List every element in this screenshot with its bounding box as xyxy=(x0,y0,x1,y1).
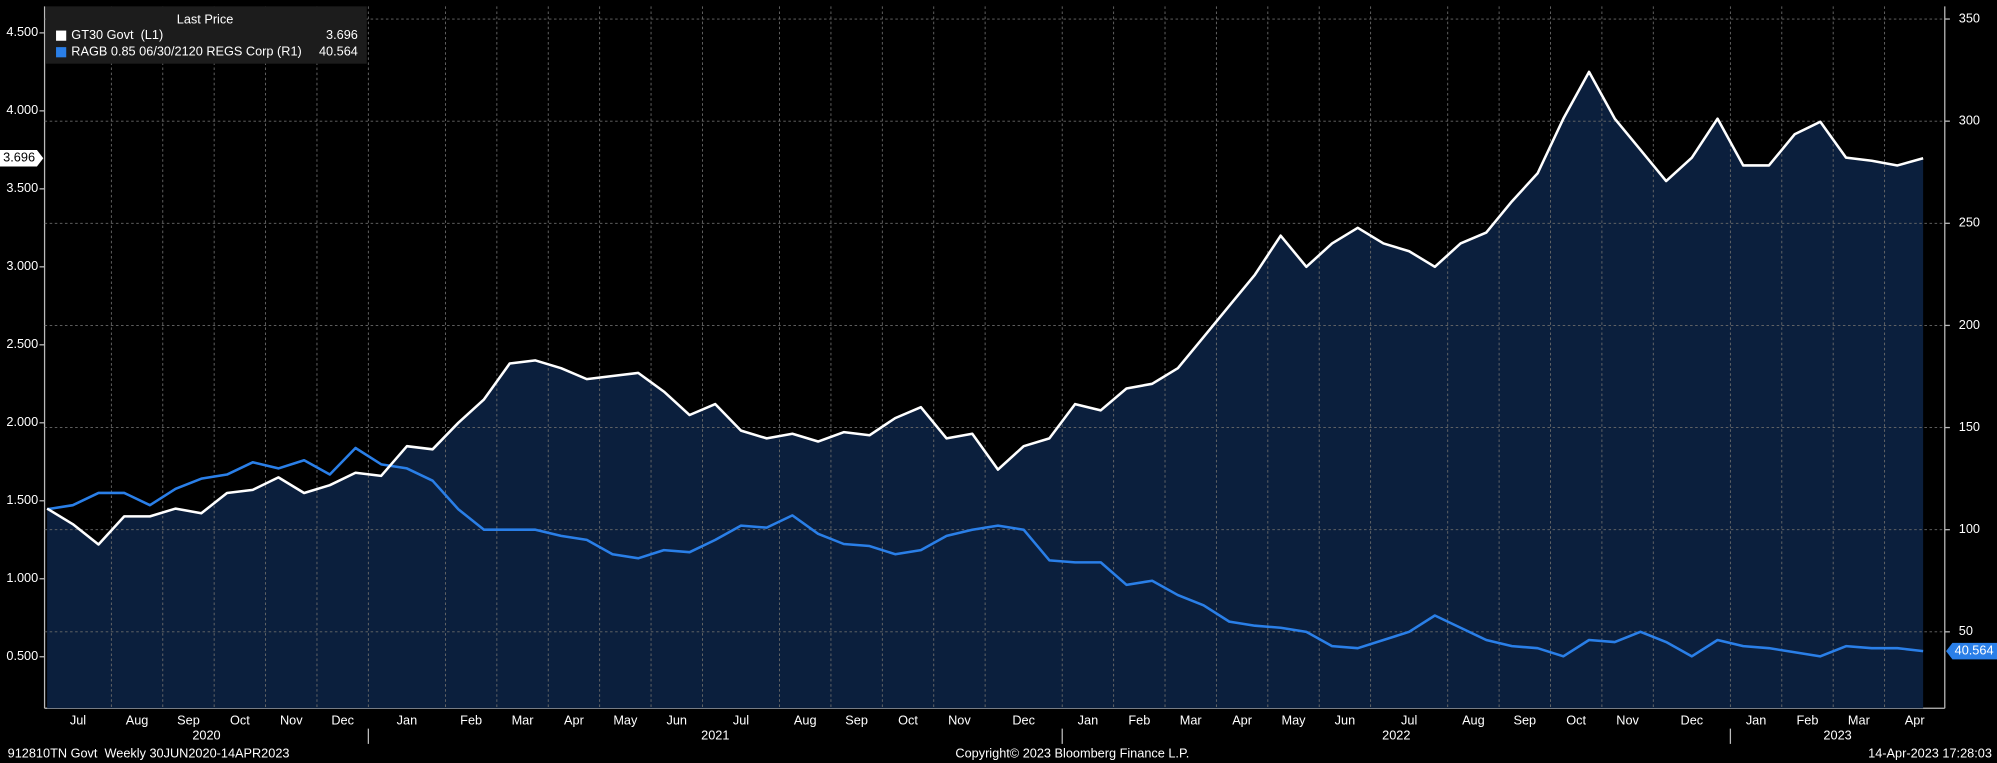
x-tick-label: Oct xyxy=(898,712,918,727)
legend-swatch xyxy=(56,47,67,58)
area xyxy=(47,71,1924,709)
x-tick-label: Dec xyxy=(1012,712,1035,727)
legend-value: 3.696 xyxy=(326,27,358,42)
year-label: 2020 xyxy=(192,728,220,743)
x-tick-label: Sep xyxy=(845,712,868,727)
legend-box xyxy=(45,6,367,64)
x-tick-label: Mar xyxy=(1180,712,1203,727)
y-tick-label: 4.500 xyxy=(6,24,38,39)
y2-tick-label: 200 xyxy=(1959,317,1980,332)
x-tick-label: Aug xyxy=(794,712,817,727)
series-line xyxy=(46,446,1924,658)
last-value-label: 40.564 xyxy=(1955,642,1994,657)
x-tick-label: Aug xyxy=(126,712,149,727)
y2-tick-label: 300 xyxy=(1959,113,1980,128)
x-tick-label: Oct xyxy=(230,712,250,727)
x-tick-label: Feb xyxy=(1128,712,1150,727)
y-tick-label: 2.000 xyxy=(6,414,38,429)
year-label: 2021 xyxy=(701,728,729,743)
x-tick-label: Nov xyxy=(280,712,303,727)
legend-title: Last Price xyxy=(177,12,234,27)
x-tick-label: Jun xyxy=(666,712,687,727)
x-tick-label: Nov xyxy=(948,712,971,727)
y-tick-label: 3.500 xyxy=(6,180,38,195)
last-value-label: 3.696 xyxy=(3,150,35,165)
y2-tick-label: 250 xyxy=(1959,215,1980,230)
x-tick-label: Jul xyxy=(733,712,749,727)
x-tick-label: Sep xyxy=(1513,712,1536,727)
x-tick-label: May xyxy=(1281,712,1306,727)
y-tick-label: 3.000 xyxy=(6,258,38,273)
year-label: 2022 xyxy=(1382,728,1410,743)
x-tick-label: Oct xyxy=(1566,712,1586,727)
x-tick-label: Apr xyxy=(564,712,585,727)
legend-label: GT30 Govt (L1) xyxy=(71,27,163,42)
x-tick-label: Jan xyxy=(1078,712,1099,727)
x-tick-label: Aug xyxy=(1462,712,1485,727)
y2-tick-label: 150 xyxy=(1959,419,1980,434)
y-tick-label: 4.000 xyxy=(6,102,38,117)
y-tick-label: 1.500 xyxy=(6,492,38,507)
y-tick-label: 2.500 xyxy=(6,336,38,351)
x-tick-label: Apr xyxy=(1232,712,1253,727)
footer-right: 14-Apr-2023 17:28:03 xyxy=(1868,745,1992,760)
x-tick-label: Jul xyxy=(70,712,86,727)
y2-tick-label: 350 xyxy=(1959,10,1980,25)
x-tick-label: May xyxy=(613,712,638,727)
x-tick-label: Apr xyxy=(1905,712,1926,727)
x-tick-label: Jul xyxy=(1401,712,1417,727)
last-value-marker xyxy=(1946,642,1997,660)
legend-swatch xyxy=(56,30,67,41)
y-tick-label: 1.000 xyxy=(6,570,38,585)
x-tick-label: Feb xyxy=(1797,712,1819,727)
x-tick-label: Mar xyxy=(1848,712,1871,727)
x-tick-label: Jan xyxy=(1746,712,1767,727)
x-tick-label: Mar xyxy=(512,712,535,727)
legend-label: RAGB 0.85 06/30/2120 REGS Corp (R1) xyxy=(71,44,301,59)
x-tick-label: Dec xyxy=(331,712,354,727)
x-tick-label: Jan xyxy=(397,712,418,727)
year-label: 2023 xyxy=(1823,728,1851,743)
x-tick-label: Nov xyxy=(1616,712,1639,727)
x-tick-label: Dec xyxy=(1681,712,1704,727)
x-tick-label: Jun xyxy=(1335,712,1356,727)
x-tick-label: Feb xyxy=(460,712,482,727)
y-tick-label: 0.500 xyxy=(6,648,38,663)
legend-value: 40.564 xyxy=(319,44,358,59)
footer-left: 912810TN Govt Weekly 30JUN2020-14APR2023 xyxy=(8,745,290,760)
footer-center: Copyright© 2023 Bloomberg Finance L.P. xyxy=(955,745,1189,760)
y2-tick-label: 50 xyxy=(1959,623,1973,638)
series-line xyxy=(46,70,1924,546)
y2-tick-label: 100 xyxy=(1959,521,1980,536)
last-value-marker xyxy=(0,150,44,167)
x-tick-label: Sep xyxy=(177,712,200,727)
